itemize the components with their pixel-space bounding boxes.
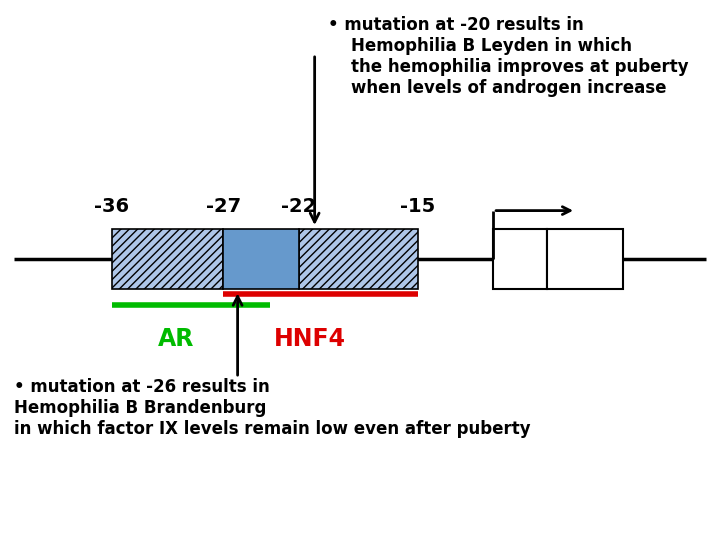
Text: -36: -36 [94,197,129,216]
Bar [112,230,223,289]
Text: • mutation at -26 results in
Hemophilia B Brandenburg
in which factor IX levels : • mutation at -26 results in Hemophilia … [14,378,531,437]
Text: • mutation at -20 results in
    Hemophilia B Leyden in which
    the hemophilia: • mutation at -20 results in Hemophilia … [328,16,688,97]
Text: AR: AR [158,327,194,350]
Text: HNF4: HNF4 [274,327,346,350]
Bar [493,230,547,289]
Text: -22: -22 [282,197,316,216]
Text: -27: -27 [206,197,240,216]
Bar [547,230,623,289]
Bar [223,230,299,289]
Text: -15: -15 [400,197,435,216]
Bar [299,230,418,289]
